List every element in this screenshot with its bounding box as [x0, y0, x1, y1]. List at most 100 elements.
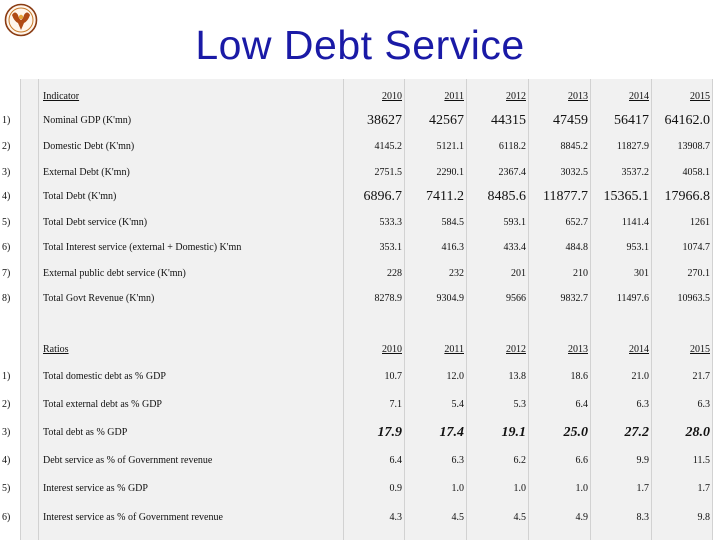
value-cell: 6.3	[451, 455, 465, 466]
year-header: 2014	[629, 91, 649, 102]
value-cell: 21.0	[631, 371, 650, 382]
value-cell: 8.3	[636, 512, 650, 523]
grid-line	[38, 79, 39, 540]
value-cell: 8278.9	[374, 293, 403, 304]
value-cell: 10.7	[384, 371, 403, 382]
row-label: Interest service as % GDP	[43, 483, 148, 494]
value-cell: 5.4	[451, 399, 465, 410]
table-row: 8) Total Govt Revenue (K'mn) 8278.9 9304.9 9…	[0, 286, 720, 312]
row-label: Interest service as % of Government reve…	[43, 512, 223, 523]
year-header: 2011	[444, 91, 464, 102]
value-cell: 593.1	[503, 217, 527, 228]
row-label: Total debt as % GDP	[43, 427, 128, 438]
value-cell: 416.3	[441, 242, 465, 253]
value-cell: 64162.0	[664, 113, 711, 128]
year-header: 2010	[382, 91, 402, 102]
value-cell: 301	[634, 268, 649, 279]
row-number: 3)	[2, 167, 11, 178]
year-header: 2015	[690, 344, 710, 355]
grid-line	[528, 79, 529, 540]
value-cell: 27.2	[624, 425, 650, 440]
year-header: 2013	[568, 344, 588, 355]
table-row: 1) Total domestic debt as % GDP 10.7 12.0 13…	[0, 364, 720, 390]
row-number: 1)	[2, 371, 11, 382]
value-cell: 47459	[553, 113, 588, 128]
column-header-indicator: Ratios	[43, 344, 69, 355]
row-label: Debt service as % of Government revenue	[43, 455, 213, 466]
value-cell: 9.8	[697, 512, 711, 523]
row-label: Total Govt Revenue (K'mn)	[43, 293, 155, 304]
value-cell: 15365.1	[603, 189, 650, 204]
row-number: 7)	[2, 268, 11, 279]
year-header: 2014	[629, 344, 649, 355]
value-cell: 0.9	[389, 483, 403, 494]
value-cell: 9.9	[636, 455, 650, 466]
value-cell: 19.1	[501, 425, 527, 440]
grid-line	[590, 79, 591, 540]
value-cell: 4058.1	[682, 167, 711, 178]
value-cell: 210	[573, 268, 588, 279]
value-cell: 1074.7	[682, 242, 711, 253]
table-row: 5) Interest service as % GDP 0.9 1.0 1.0 1.0 1…	[0, 476, 720, 502]
value-cell: 13.8	[508, 371, 527, 382]
year-header: 2012	[506, 344, 526, 355]
value-cell: 1.7	[697, 483, 711, 494]
value-cell: 1141.4	[621, 217, 649, 228]
value-cell: 3032.5	[560, 167, 589, 178]
value-cell: 17.4	[439, 425, 465, 440]
grid-line	[651, 79, 652, 540]
value-cell: 11497.6	[616, 293, 649, 304]
table-row: 5) Total Debt service (K'mn) 533.3 584.5 593…	[0, 210, 720, 236]
table-row: 6) Total Interest service (external + Dom…	[0, 235, 720, 261]
value-cell: 6118.2	[498, 141, 526, 152]
value-cell: 7.1	[389, 399, 403, 410]
value-cell: 2367.4	[498, 167, 527, 178]
value-cell: 1.0	[575, 483, 589, 494]
value-cell: 2290.1	[436, 167, 465, 178]
value-cell: 12.0	[446, 371, 465, 382]
value-cell: 584.5	[441, 217, 465, 228]
value-cell: 270.1	[687, 268, 711, 279]
value-cell: 6.4	[575, 399, 589, 410]
table-row: 3) External Debt (K'mn) 2751.5 2290.1 2367.4…	[0, 160, 720, 186]
table-background	[20, 79, 712, 540]
column-header-indicator: Indicator	[43, 91, 80, 102]
value-cell: 1.0	[451, 483, 465, 494]
table-row: 2) Domestic Debt (K'mn) 4145.2 5121.1 6118.2…	[0, 134, 720, 160]
row-label: Total Interest service (external + Domes…	[43, 242, 242, 253]
value-cell: 18.6	[570, 371, 589, 382]
row-number: 4)	[2, 191, 11, 202]
value-cell: 9832.7	[560, 293, 589, 304]
value-cell: 953.1	[626, 242, 650, 253]
value-cell: 9566	[506, 293, 526, 304]
table-row: 1) Nominal GDP (K'mn) 38627 42567 44315 47459…	[0, 108, 720, 134]
value-cell: 44315	[491, 113, 526, 128]
value-cell: 201	[511, 268, 526, 279]
row-label: Total Debt (K'mn)	[43, 191, 117, 202]
value-cell: 28.0	[685, 425, 711, 440]
value-cell: 6.4	[389, 455, 403, 466]
value-cell: 6896.7	[363, 189, 403, 204]
value-cell: 4.9	[575, 512, 589, 523]
value-cell: 7411.2	[426, 189, 464, 204]
value-cell: 652.7	[565, 217, 589, 228]
row-label: External public debt service (K'mn)	[43, 268, 186, 279]
value-cell: 25.0	[563, 425, 589, 440]
value-cell: 4.5	[513, 512, 527, 523]
grid-line	[466, 79, 467, 540]
value-cell: 6.3	[636, 399, 650, 410]
value-cell: 6.2	[513, 455, 527, 466]
value-cell: 10963.5	[677, 293, 711, 304]
row-number: 6)	[2, 242, 11, 253]
value-cell: 21.7	[692, 371, 711, 382]
row-label: Total external debt as % GDP	[43, 399, 162, 410]
row-label: Nominal GDP (K'mn)	[43, 115, 132, 126]
table-row: 3) Total debt as % GDP 17.9 17.4 19.1 25.0 27.…	[0, 420, 720, 446]
value-cell: 484.8	[565, 242, 589, 253]
table-row: 4) Debt service as % of Government revenu…	[0, 448, 720, 474]
value-cell: 1.7	[636, 483, 650, 494]
value-cell: 8485.6	[487, 189, 527, 204]
row-number: 4)	[2, 455, 11, 466]
year-header: 2011	[444, 344, 464, 355]
value-cell: 5.3	[513, 399, 527, 410]
